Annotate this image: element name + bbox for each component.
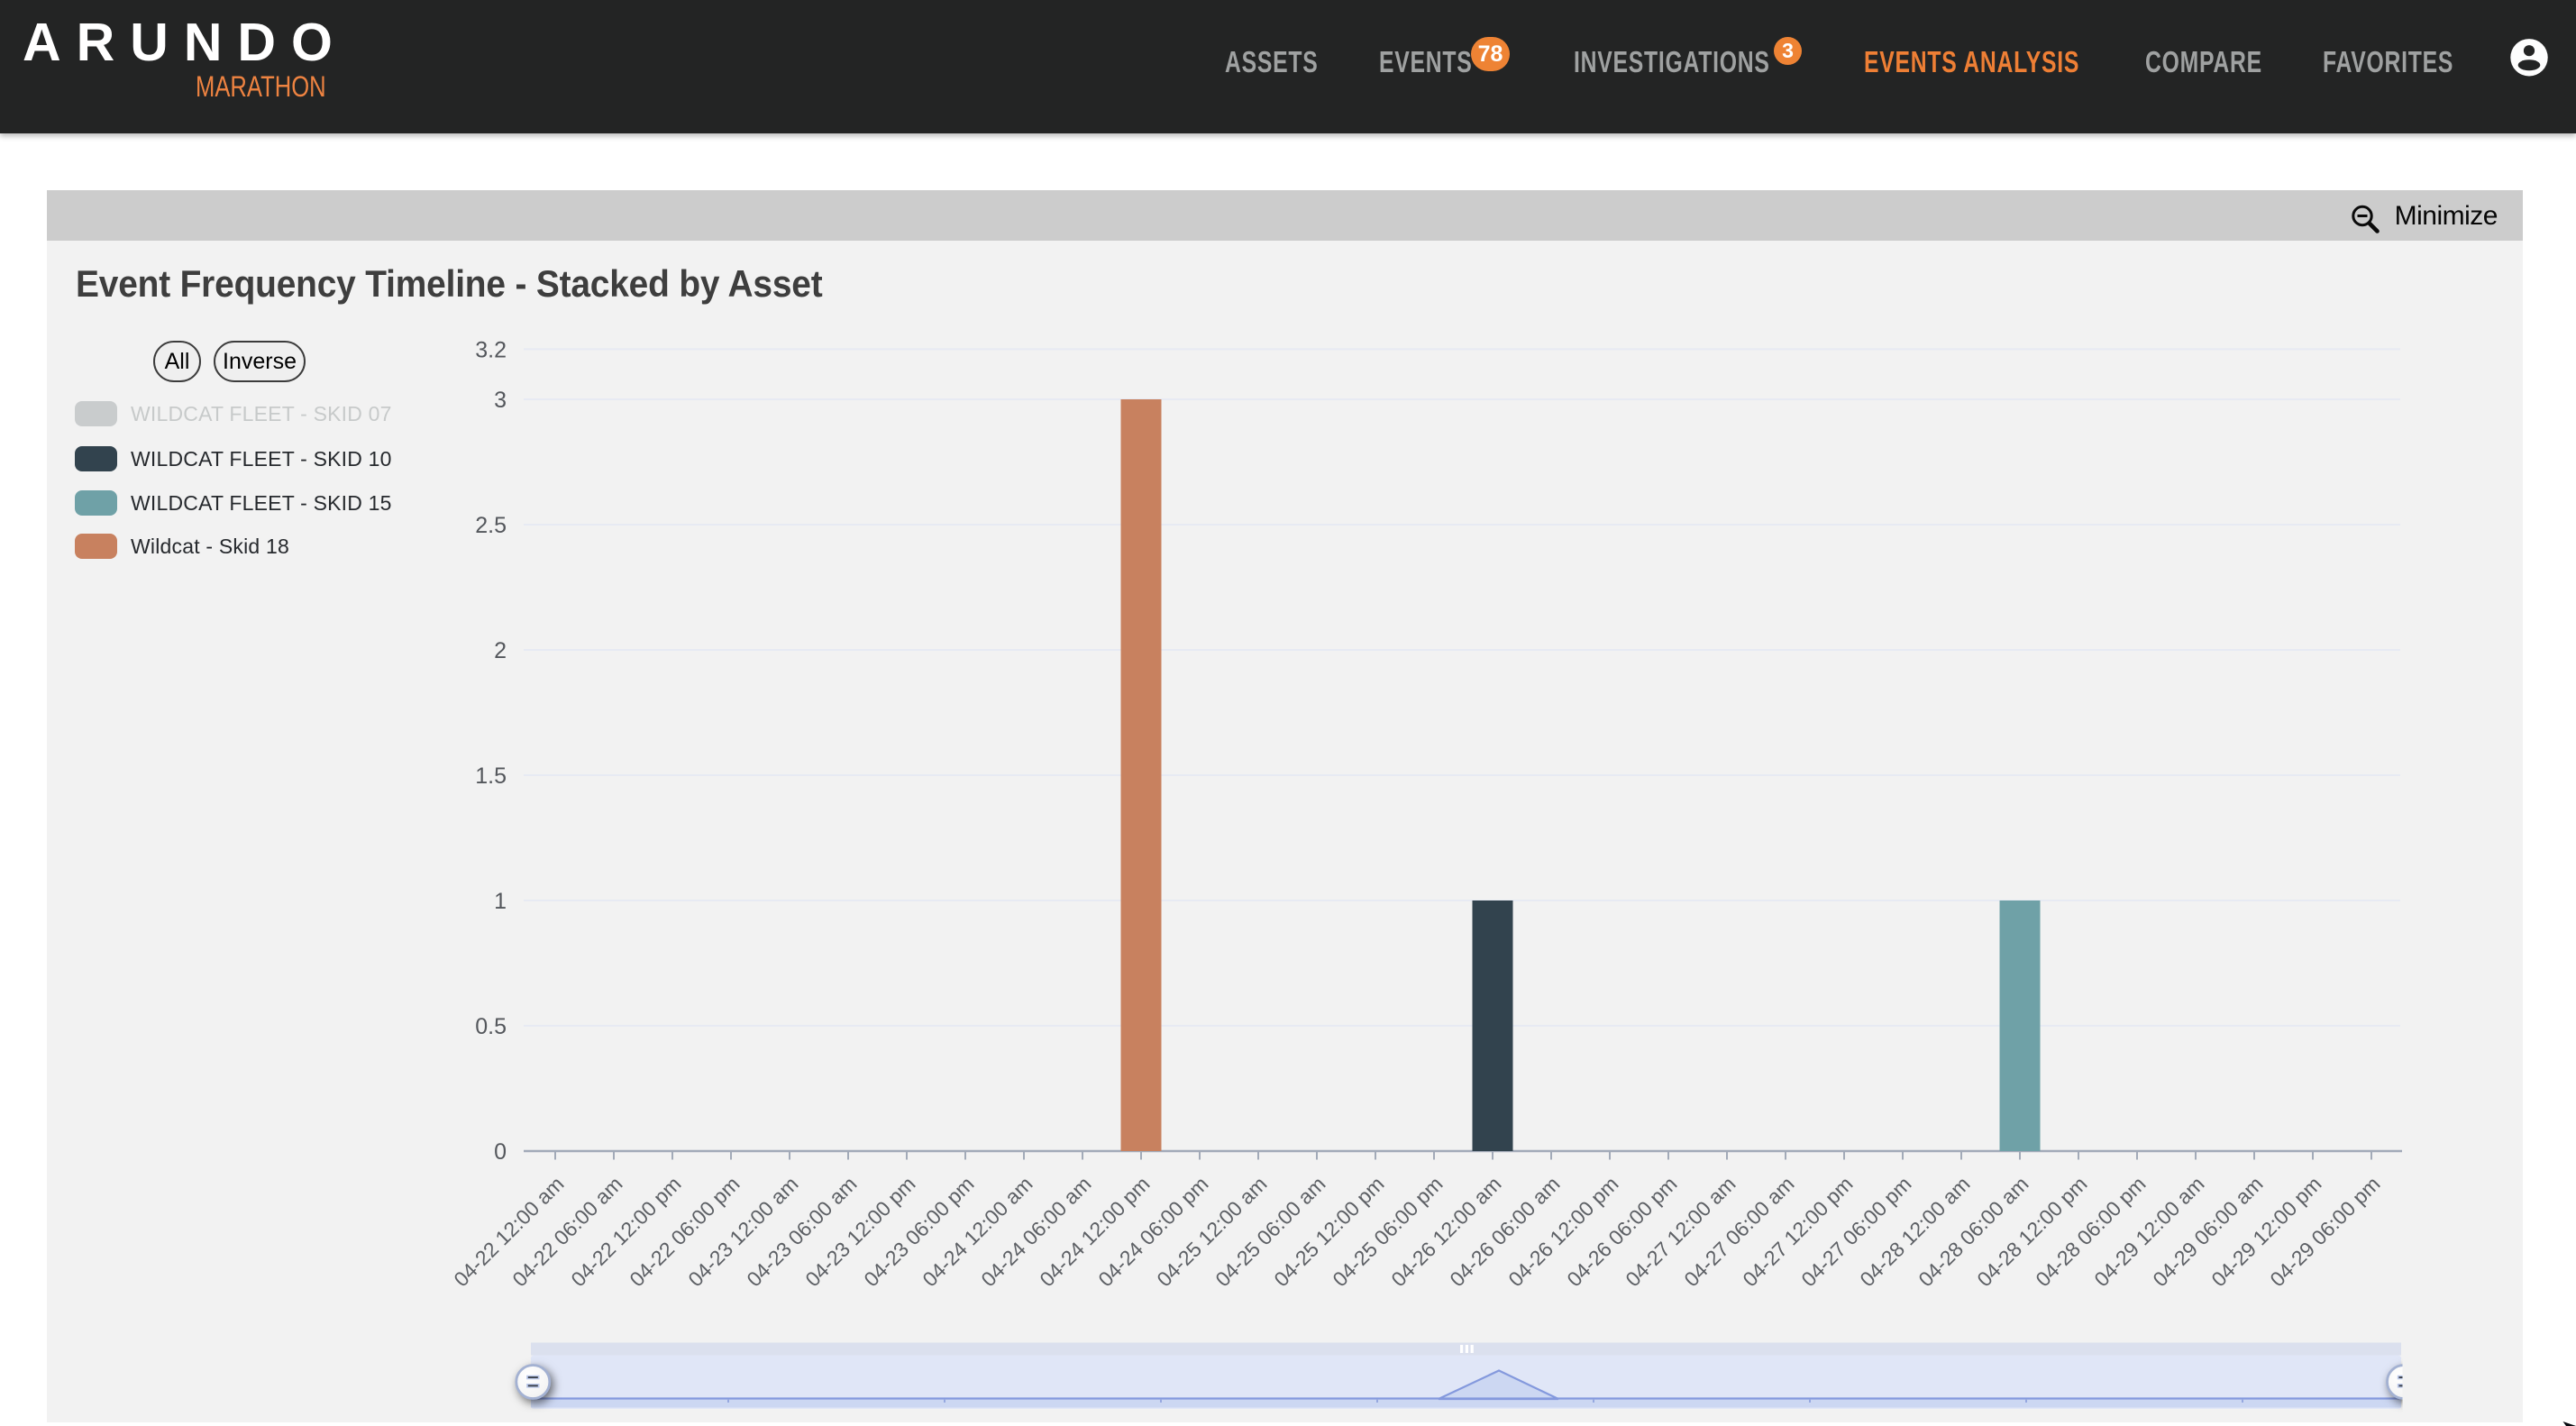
svg-text:04-29 06:00 pm: 04-29 06:00 pm [2265, 1172, 2384, 1291]
svg-text:2: 2 [494, 638, 507, 663]
svg-text:1.5: 1.5 [475, 763, 507, 789]
svg-text:3: 3 [494, 388, 507, 413]
svg-text:0.5: 0.5 [475, 1014, 507, 1039]
svg-text:2.5: 2.5 [475, 513, 507, 538]
svg-text:1: 1 [494, 889, 507, 914]
svg-text:0: 0 [494, 1139, 507, 1165]
svg-text:3.2: 3.2 [475, 337, 507, 362]
